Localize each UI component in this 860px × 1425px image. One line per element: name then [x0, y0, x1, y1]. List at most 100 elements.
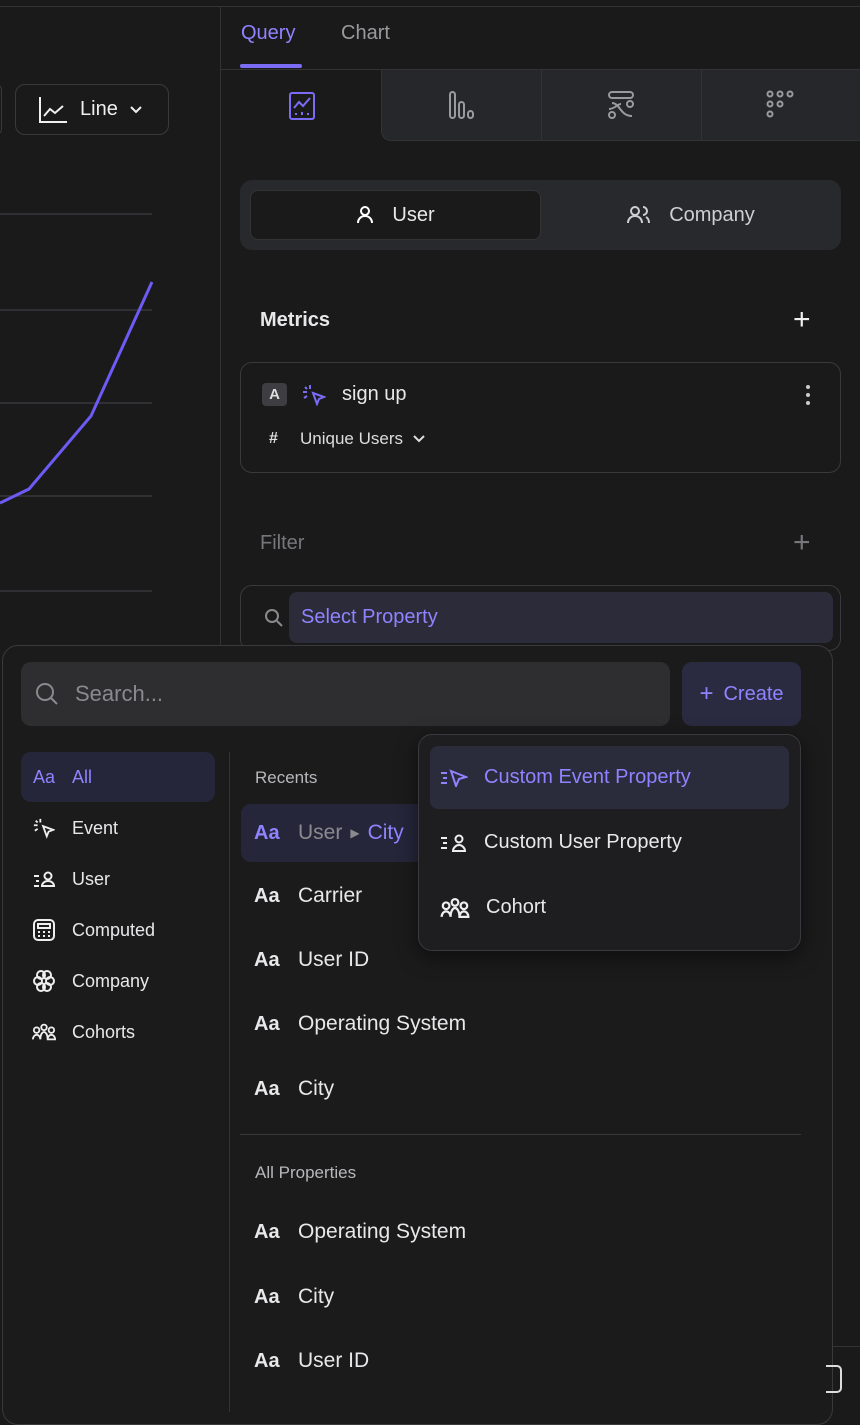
search-icon	[36, 683, 58, 705]
metric-badge: A	[262, 383, 287, 406]
property-search-input[interactable]: Search...	[21, 662, 670, 726]
property-item[interactable]: Aa Operating System	[241, 1203, 466, 1261]
calculator-icon	[32, 919, 56, 941]
toolbar-button-partial[interactable]	[0, 84, 2, 135]
category-label: User	[72, 868, 111, 889]
menu-item-custom-event-property[interactable]: Custom Event Property	[430, 746, 789, 809]
more-options-icon[interactable]	[806, 385, 810, 405]
property-label: City	[298, 1285, 335, 1308]
menu-item-custom-user-property[interactable]: Custom User Property	[430, 811, 789, 874]
series-line	[0, 281, 154, 505]
chart-type-label: Line	[80, 98, 118, 120]
text-aa-icon: Aa	[254, 1349, 280, 1372]
text-aa-icon: Aa	[32, 766, 56, 787]
recent-item[interactable]: Aa Carrier	[241, 867, 362, 925]
metric-card[interactable]	[240, 362, 841, 473]
menu-item-label: Custom Event Property	[484, 766, 691, 788]
all-properties-heading: All Properties	[255, 1163, 357, 1182]
category-company[interactable]: Company	[21, 956, 215, 1006]
search-placeholder: Search...	[75, 681, 164, 706]
recent-item[interactable]: Aa User ID	[241, 931, 369, 989]
property-item[interactable]: Aa User ID	[241, 1332, 369, 1390]
tab-divider	[221, 69, 860, 70]
entity-company-label: Company	[669, 203, 755, 226]
select-property-input[interactable]: Select Property	[289, 592, 833, 643]
top-divider	[0, 6, 860, 7]
hash-icon: #	[269, 430, 278, 447]
chart-type-dropdown[interactable]: Line	[15, 84, 169, 135]
property-label: User ID	[298, 1349, 370, 1372]
entity-user-label: User	[392, 203, 435, 226]
line-chart-icon	[39, 96, 67, 123]
grid-dots-icon	[766, 90, 794, 118]
category-all[interactable]: Aa All	[21, 752, 215, 802]
user-list-icon	[32, 871, 56, 887]
section-divider	[240, 1134, 801, 1135]
plus-icon: +	[699, 680, 714, 707]
entity-user-button[interactable]: User	[250, 190, 541, 240]
filter-heading: Filter	[260, 532, 305, 554]
event-click-icon	[303, 385, 326, 406]
partial-control[interactable]	[826, 1365, 842, 1393]
custom-event-icon	[441, 768, 468, 787]
property-label: Operating System	[298, 1220, 467, 1243]
entity-company-button[interactable]: Company	[551, 190, 831, 240]
chevron-down-icon	[130, 105, 142, 113]
create-button[interactable]: + Create	[682, 662, 801, 726]
add-metric-plus-icon[interactable]: +	[793, 303, 811, 336]
property-item[interactable]: Aa City	[241, 1268, 334, 1326]
recent-item[interactable]: Aa Operating System	[241, 995, 466, 1053]
metric-event-name[interactable]: sign up	[342, 383, 407, 405]
property-label: Carrier	[298, 884, 363, 907]
menu-item-label: Cohort	[486, 896, 547, 918]
company-icon	[32, 970, 56, 992]
picker-divider	[229, 752, 230, 1412]
category-label: Company	[72, 970, 150, 991]
menu-item-cohort[interactable]: Cohort	[430, 876, 789, 939]
category-cohorts[interactable]: Cohorts	[21, 1007, 215, 1057]
line-chart	[0, 213, 154, 592]
cohort-icon	[440, 897, 470, 918]
property-label: City	[298, 1077, 335, 1100]
aggregation-label: Unique Users	[300, 429, 403, 448]
text-aa-icon: Aa	[254, 1077, 280, 1100]
text-aa-icon: Aa	[254, 1220, 280, 1243]
search-icon	[265, 609, 283, 627]
chart-type-flow[interactable]	[541, 70, 701, 141]
text-aa-icon: Aa	[254, 821, 280, 844]
caret-right-icon: ▶	[350, 826, 360, 840]
chart-type-grid[interactable]	[701, 70, 860, 141]
chart-type-trends[interactable]	[222, 70, 381, 141]
flow-chart-icon	[607, 91, 634, 119]
category-event[interactable]: Event	[21, 803, 215, 853]
create-label: Create	[723, 682, 784, 705]
menu-item-label: Custom User Property	[484, 831, 682, 853]
property-label: City	[367, 821, 404, 844]
bottom-divider	[833, 1346, 860, 1347]
text-aa-icon: Aa	[254, 1012, 280, 1035]
custom-user-icon	[441, 834, 467, 852]
event-click-icon	[32, 817, 56, 839]
recent-item[interactable]: Aa User ▶ City	[241, 804, 441, 862]
add-filter-plus-icon[interactable]: +	[793, 526, 811, 559]
aggregation-dropdown[interactable]: Unique Users	[300, 429, 425, 449]
chart-type-bars[interactable]	[381, 70, 541, 141]
users-icon	[627, 206, 651, 224]
category-computed[interactable]: Computed	[21, 905, 215, 955]
category-label: All	[72, 766, 93, 787]
recent-item[interactable]: Aa City	[241, 1060, 334, 1118]
category-label: Computed	[72, 919, 156, 940]
cohorts-icon	[32, 1023, 56, 1041]
category-user[interactable]: User	[21, 854, 215, 904]
text-aa-icon: Aa	[254, 948, 280, 971]
category-label: Cohorts	[72, 1021, 136, 1042]
property-prefix: User	[298, 821, 343, 844]
tab-query[interactable]: Query	[241, 22, 296, 44]
active-tab-indicator	[240, 64, 302, 68]
chevron-down-icon	[413, 435, 425, 443]
tab-chart[interactable]: Chart	[341, 22, 390, 44]
trend-chart-icon	[288, 91, 315, 120]
property-label: Operating System	[298, 1012, 467, 1035]
property-label: User ID	[298, 948, 370, 971]
bar-chart-icon	[448, 91, 474, 119]
